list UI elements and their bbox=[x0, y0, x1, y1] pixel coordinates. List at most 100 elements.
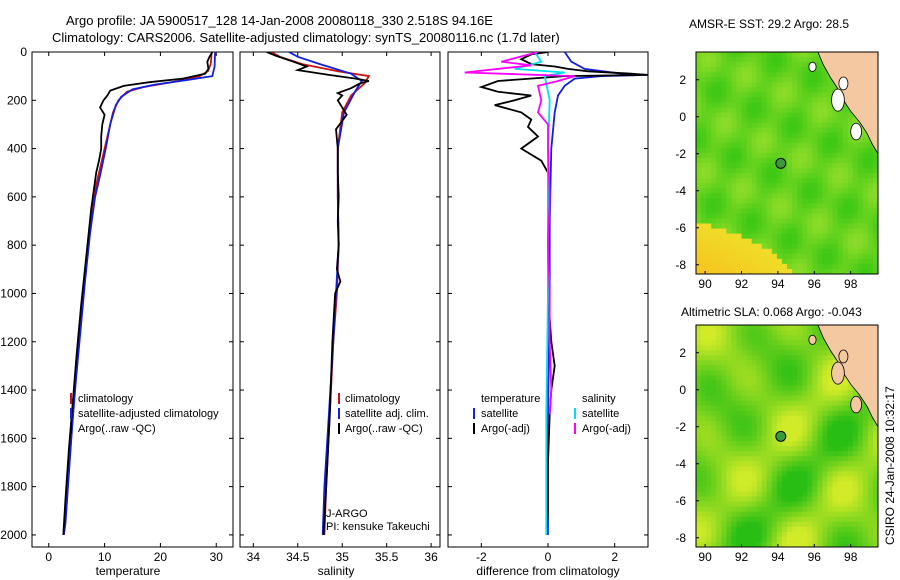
y-tick-label: -6 bbox=[675, 494, 686, 508]
difference-legend: temperature satellite Argo(-adj) salinit… bbox=[473, 393, 631, 435]
difference-panel: -2 0 2 bbox=[447, 51, 649, 564]
series-line-climatology bbox=[270, 52, 371, 535]
x-tick-label: 94 bbox=[771, 550, 785, 564]
salinity-legend: climatology satellite adj. clim. Argo(..… bbox=[326, 393, 430, 533]
series-line-temperature-argo-adj- bbox=[478, 52, 648, 535]
x-tick-label: -2 bbox=[476, 550, 487, 564]
y-tick-label: 200 bbox=[7, 93, 27, 107]
x-tick-label: 34.5 bbox=[286, 550, 310, 564]
legend-label: Argo(..raw -QC) bbox=[345, 423, 423, 435]
y-tick-label: -8 bbox=[675, 258, 686, 272]
sla-map-frame bbox=[695, 324, 879, 548]
x-tick-label: 10 bbox=[98, 550, 112, 564]
x-tick-label: 92 bbox=[735, 550, 749, 564]
legend-label: climatology bbox=[345, 393, 401, 405]
island bbox=[808, 61, 817, 72]
y-tick-label: -8 bbox=[675, 531, 686, 545]
salinity-panel: 34 34.5 35 35.5 36 bbox=[239, 51, 441, 564]
y-tick-label: 1800 bbox=[0, 480, 27, 494]
y-tick-label: 0 bbox=[679, 110, 686, 124]
legend-label: satellite bbox=[582, 408, 619, 420]
y-tick-label: 800 bbox=[7, 238, 27, 252]
sla-map-title: Altimetric SLA: 0.068 Argo: -0.043 bbox=[681, 305, 862, 319]
x-tick-label: 94 bbox=[771, 277, 785, 291]
x-tick-label: 92 bbox=[735, 277, 749, 291]
salinity-annotation-program: J-ARGO bbox=[326, 508, 368, 520]
legend-title-temperature: temperature bbox=[481, 393, 540, 405]
island bbox=[831, 88, 845, 112]
y-tick-label: 1400 bbox=[0, 383, 27, 397]
salinity-xlabel: salinity bbox=[318, 564, 355, 578]
legend-label: climatology bbox=[78, 393, 134, 405]
x-tick-label: 2 bbox=[611, 550, 618, 564]
figure-title-line2: Climatology: CARS2006. Satellite-adjuste… bbox=[52, 30, 560, 45]
temperature-xlabel: temperature bbox=[96, 564, 161, 578]
x-tick-label: 96 bbox=[808, 277, 822, 291]
side-stamp: CSIRO 24-Jan-2008 10:32:17 bbox=[883, 386, 897, 545]
series-line-climatology bbox=[62, 52, 213, 535]
x-tick-label: 0 bbox=[545, 550, 552, 564]
y-tick-label: 600 bbox=[7, 190, 27, 204]
temperature-panel: 0 10 20 30 0 200 400 600 800 1000 1200 1400 1600 1800… bbox=[0, 45, 234, 564]
x-tick-label: 98 bbox=[844, 277, 858, 291]
figure-title-line1: Argo profile: JA 5900517_128 14-Jan-2008… bbox=[66, 13, 493, 28]
y-tick-label: 2 bbox=[679, 346, 686, 360]
legend-label: Argo(-adj) bbox=[582, 423, 631, 435]
island bbox=[831, 361, 845, 385]
sla-map-field bbox=[696, 325, 878, 547]
float-position-marker bbox=[775, 157, 787, 169]
y-tick-label: 0 bbox=[20, 45, 27, 59]
x-tick-label: 90 bbox=[698, 550, 712, 564]
series-line-satellite-adj-clim- bbox=[288, 52, 364, 535]
x-tick-label: 34 bbox=[247, 550, 261, 564]
salinity-annotation-pi: PI: kensuke Takeuchi bbox=[326, 521, 430, 533]
x-tick-label: 98 bbox=[844, 550, 858, 564]
x-tick-label: 90 bbox=[698, 277, 712, 291]
x-tick-label: 20 bbox=[154, 550, 168, 564]
temperature-axes-box bbox=[31, 51, 234, 548]
x-tick-label: 96 bbox=[808, 550, 822, 564]
legend-label: Argo(-adj) bbox=[481, 423, 530, 435]
y-tick-label: -2 bbox=[675, 147, 686, 161]
temperature-legend: climatology satellite-adjusted climatolo… bbox=[70, 393, 219, 435]
y-tick-label: 2 bbox=[679, 73, 686, 87]
island bbox=[838, 349, 849, 364]
difference-xlabel: difference from climatology bbox=[476, 564, 619, 578]
x-tick-label: 36 bbox=[424, 550, 438, 564]
y-tick-label: 400 bbox=[7, 142, 27, 156]
y-tick-label: 0 bbox=[679, 383, 686, 397]
x-tick-label: 30 bbox=[210, 550, 224, 564]
y-tick-label: 1600 bbox=[0, 431, 27, 445]
y-tick-label: 2000 bbox=[0, 528, 27, 542]
sla-map: 90 92 94 96 98 2 0 -2 -4 -6 -8 bbox=[675, 324, 879, 564]
x-tick-label: 0 bbox=[45, 550, 52, 564]
series-line-satellite-adjusted-climatology bbox=[62, 52, 216, 536]
y-tick-label: -4 bbox=[675, 457, 686, 471]
coastline-land bbox=[817, 52, 878, 155]
y-tick-label: -4 bbox=[675, 184, 686, 198]
x-tick-label: 35 bbox=[336, 550, 350, 564]
legend-label: Argo(..raw -QC) bbox=[78, 423, 156, 435]
island bbox=[850, 122, 863, 141]
island bbox=[838, 76, 849, 91]
y-tick-label: -2 bbox=[675, 420, 686, 434]
island bbox=[808, 334, 817, 345]
y-tick-label: 1000 bbox=[0, 286, 27, 300]
y-tick-label: -6 bbox=[675, 221, 686, 235]
sst-map: 90 92 94 96 98 2 0 -2 -4 -6 -8 bbox=[675, 51, 879, 291]
legend-label: satellite bbox=[481, 408, 518, 420]
legend-label: satellite-adjusted climatology bbox=[78, 408, 219, 420]
series-line-argo-raw-qc- bbox=[266, 52, 370, 535]
series-line-temperature-satellite bbox=[547, 52, 648, 535]
y-tick-label: 1200 bbox=[0, 335, 27, 349]
float-position-marker bbox=[775, 430, 787, 442]
series-line-argo-raw-qc- bbox=[62, 52, 214, 535]
legend-title-salinity: salinity bbox=[582, 393, 616, 405]
salinity-axes-box bbox=[239, 51, 441, 548]
island bbox=[850, 395, 863, 414]
series-line-salinity-argo-adj- bbox=[464, 52, 575, 415]
legend-label: satellite adj. clim. bbox=[345, 408, 429, 420]
series-line-salinity-satellite bbox=[514, 52, 565, 535]
x-tick-label: 35.5 bbox=[375, 550, 399, 564]
sst-map-frame bbox=[695, 51, 879, 275]
